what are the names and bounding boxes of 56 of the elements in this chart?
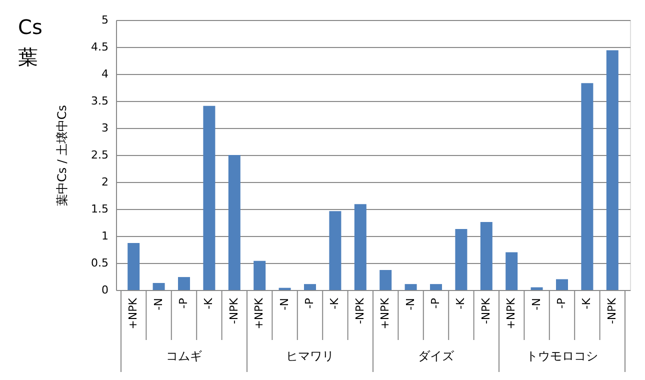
x-tick-label: -N (152, 298, 165, 310)
y-tick-label: 4 (102, 68, 108, 80)
bar (380, 270, 392, 290)
x-tick-label: -NPK (353, 297, 366, 324)
x-tick-label: -P (429, 298, 442, 309)
y-tick-label: 4.5 (91, 40, 108, 54)
x-tick-label: -N (404, 298, 417, 310)
x-tick-label: -K (202, 297, 216, 310)
y-tick-label: 0.5 (91, 256, 108, 270)
y-tick-label: 0 (102, 284, 108, 296)
bar (254, 260, 266, 290)
bar (152, 282, 165, 290)
y-tick-label: 3 (102, 122, 108, 134)
text: ダイズ (418, 349, 455, 363)
x-tick-label: -N (530, 298, 543, 310)
text: ヒマワリ (286, 349, 334, 363)
y-tick-label: 5 (102, 14, 108, 26)
y-axis-title: 葉中Cs / 土壌中Cs (55, 105, 70, 206)
x-tick-label: -P (555, 298, 568, 309)
x-tick-label: +NPK (504, 297, 518, 330)
bar (506, 252, 518, 290)
y-tick-label: 2.5 (91, 148, 108, 162)
x-tick-label: -K (580, 297, 594, 310)
text: Cs 葉 (18, 15, 42, 69)
bar (404, 284, 417, 290)
y-tick-label: 2 (102, 176, 108, 188)
x-tick-label: -K (454, 297, 468, 310)
x-tick-label: +NPK (378, 297, 392, 330)
bar (556, 279, 568, 290)
x-tick-label: -NPK (227, 297, 240, 324)
text: コムギ (166, 349, 202, 363)
bar (128, 243, 140, 290)
bar (530, 287, 543, 290)
x-tick-label: -N (278, 298, 291, 310)
bar (203, 106, 216, 290)
bar (354, 204, 366, 290)
bar (329, 211, 342, 290)
bar (480, 222, 492, 290)
text: トウモロコシ (526, 349, 598, 363)
bar (430, 284, 442, 290)
bar (606, 50, 618, 290)
bar (455, 228, 468, 290)
x-tick-label: -P (303, 298, 316, 309)
bar (178, 277, 190, 290)
bar (581, 83, 594, 290)
x-tick-label: -K (328, 297, 342, 310)
x-tick-label: -NPK (605, 297, 618, 324)
x-tick-label: -P (177, 298, 190, 309)
x-tick-label: -NPK (479, 297, 492, 324)
y-tick-label: 1.5 (91, 202, 108, 216)
x-tick-label: +NPK (252, 297, 266, 330)
x-tick-label: +NPK (126, 297, 140, 330)
y-tick-label: 1 (102, 230, 108, 242)
bar (304, 284, 316, 290)
bar (228, 155, 240, 290)
y-tick-label: 3.5 (91, 94, 108, 108)
